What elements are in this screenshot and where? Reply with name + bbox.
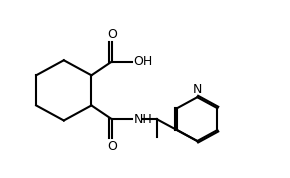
Text: O: O (107, 28, 117, 41)
Text: N: N (193, 83, 202, 96)
Text: NH: NH (133, 113, 152, 126)
Text: OH: OH (133, 55, 153, 68)
Text: O: O (107, 140, 117, 153)
